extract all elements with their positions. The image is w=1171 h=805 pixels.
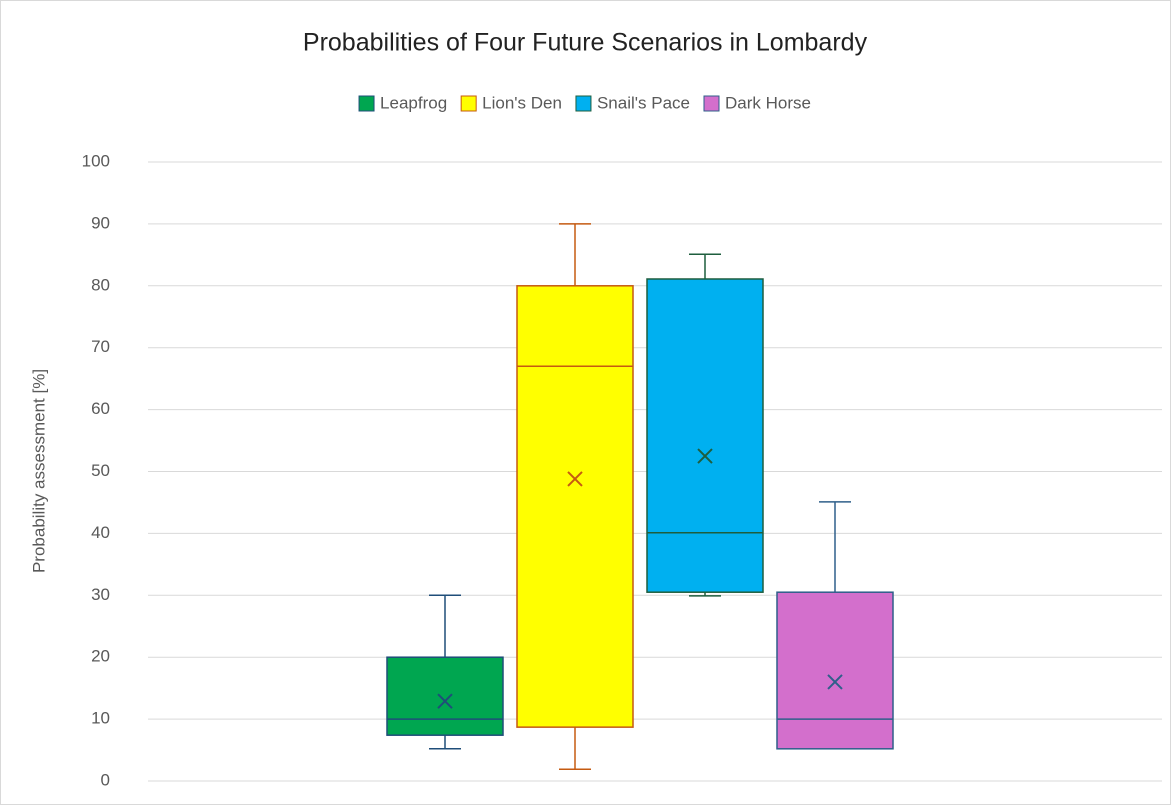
- legend-label: Lion's Den: [482, 93, 562, 112]
- mean-marker: [437, 693, 453, 709]
- box: [776, 591, 894, 750]
- legend-label: Snail's Pace: [597, 93, 690, 112]
- y-tick-label: 40: [91, 523, 110, 542]
- legend: Leapfrog Lion's Den Snail's Pace Dark Horse: [358, 93, 811, 112]
- chart-title: Probabilities of Four Future Scenarios i…: [303, 29, 868, 57]
- y-tick-label: 20: [91, 647, 110, 666]
- box: [646, 278, 764, 593]
- legend-swatch: [460, 95, 477, 112]
- y-tick-label: 100: [82, 151, 110, 170]
- y-tick-label: 90: [91, 213, 110, 232]
- y-tick-label: 0: [101, 770, 110, 789]
- box: [516, 285, 634, 728]
- mean-marker: [697, 448, 713, 464]
- y-tick-label: 70: [91, 337, 110, 356]
- y-tick-label: 10: [91, 709, 110, 728]
- y-tick-label: 50: [91, 461, 110, 480]
- y-axis-label: Probability assessment [%]: [29, 369, 48, 573]
- box: [386, 656, 504, 736]
- legend-swatch: [575, 95, 592, 112]
- mean-marker: [567, 471, 583, 487]
- legend-label: Leapfrog: [380, 93, 447, 112]
- mean-marker: [827, 674, 843, 690]
- y-tick-label: 80: [91, 275, 110, 294]
- y-tick-label: 30: [91, 585, 110, 604]
- legend-swatch: [703, 95, 720, 112]
- legend-label: Dark Horse: [725, 93, 811, 112]
- y-tick-label: 60: [91, 399, 110, 418]
- legend-swatch: [358, 95, 375, 112]
